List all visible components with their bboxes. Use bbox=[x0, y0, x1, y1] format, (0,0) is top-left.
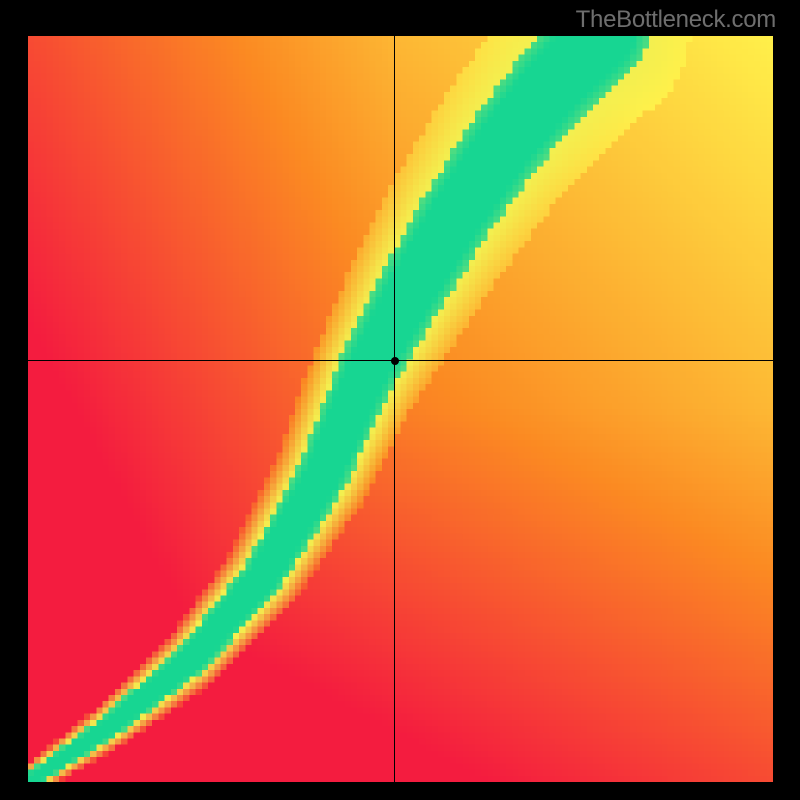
chart-container: TheBottleneck.com bbox=[0, 0, 800, 800]
heatmap-plot bbox=[28, 36, 773, 782]
site-watermark: TheBottleneck.com bbox=[576, 6, 776, 34]
crosshair-marker bbox=[391, 357, 399, 365]
crosshair-horizontal bbox=[28, 360, 773, 361]
crosshair-vertical bbox=[394, 36, 395, 782]
heatmap-canvas bbox=[28, 36, 773, 782]
